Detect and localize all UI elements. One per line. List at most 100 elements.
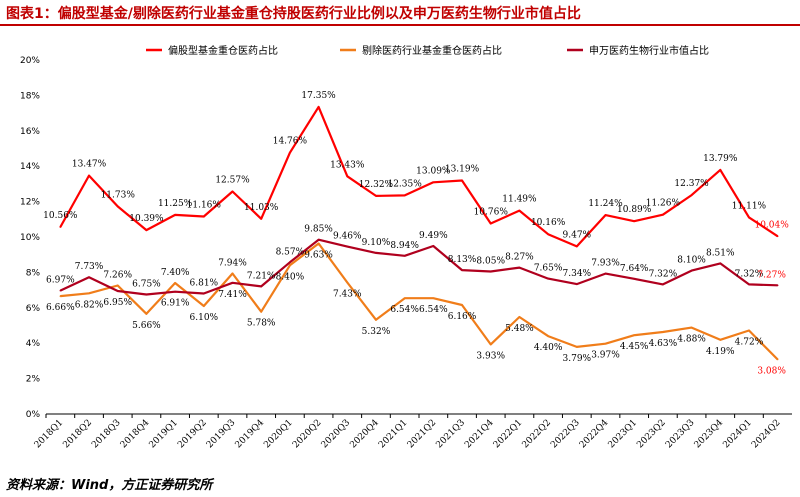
x-tick-label-group: 2019Q4	[234, 418, 267, 451]
data-point	[690, 326, 693, 329]
data-label: 8.27%	[505, 253, 534, 263]
data-label: 4.88%	[677, 335, 706, 345]
data-label: 7.93%	[591, 259, 620, 269]
x-tick-label-group: 2023Q3	[664, 418, 697, 451]
y-tick-label: 10%	[20, 233, 40, 243]
data-label: 8.10%	[677, 256, 706, 266]
data-point	[662, 283, 664, 286]
data-label: 5.48%	[505, 324, 534, 334]
y-tick-label: 8%	[26, 268, 41, 278]
data-point	[403, 194, 406, 197]
data-point	[633, 334, 635, 337]
data-label: 6.54%	[390, 305, 419, 315]
data-point	[116, 205, 119, 208]
data-point	[719, 339, 722, 341]
x-tick-label-group: 2021Q4	[463, 418, 496, 451]
data-label: 6.81%	[190, 278, 219, 288]
x-tick-label-group: 2020Q4	[348, 418, 381, 451]
data-label: 9.10%	[362, 238, 391, 248]
data-point	[145, 313, 148, 315]
data-point	[719, 169, 722, 171]
data-point	[518, 316, 521, 318]
data-label: 3.08%	[757, 366, 786, 376]
data-label: 6.75%	[132, 280, 161, 290]
data-label: 8.40%	[276, 272, 305, 282]
x-tick-label-group: 2019Q1	[148, 418, 181, 451]
data-point	[260, 310, 262, 313]
data-point	[231, 282, 234, 284]
data-label: 7.64%	[620, 264, 649, 274]
data-point	[116, 290, 119, 292]
data-label: 8.57%	[276, 247, 305, 257]
x-tick-label: 2023Q4	[693, 418, 726, 451]
data-label: 6.97%	[46, 276, 75, 286]
x-tick-label: 2024Q2	[750, 418, 783, 451]
data-label: 11.03%	[244, 203, 279, 213]
data-point	[432, 297, 435, 300]
legend: 偏股型基金重仓医药占比 剔除医药行业基金重仓医药占比 申万医药生物行业市值占比	[146, 44, 709, 57]
data-point	[489, 270, 492, 273]
data-point	[174, 290, 176, 293]
data-label: 5.78%	[247, 319, 276, 329]
x-tick-label-group: 2018Q3	[90, 418, 123, 451]
data-label: 11.16%	[187, 200, 222, 210]
x-tick-label-group: 2020Q2	[291, 418, 324, 451]
series-line-3	[59, 238, 778, 296]
data-point	[604, 272, 607, 275]
data-point	[59, 295, 62, 297]
data-point	[748, 283, 750, 286]
data-label: 4.45%	[620, 342, 649, 352]
data-label: 13.09%	[416, 166, 451, 176]
data-labels: 10.56% 13.47% 11.73% 10.39% 11.25%11.16% 12.5…	[43, 91, 789, 377]
data-point	[461, 179, 463, 182]
data-label: 10.89%	[617, 205, 652, 215]
data-point	[145, 229, 148, 231]
data-label: 12.37%	[674, 179, 709, 189]
x-tick-label-group: 2018Q1	[33, 418, 66, 451]
data-point	[317, 106, 320, 108]
data-point	[748, 216, 750, 219]
y-tick-label: 6%	[26, 304, 41, 314]
x-tick-label-group: 2021Q1	[377, 418, 410, 451]
data-label: 3.93%	[476, 351, 505, 361]
x-tick-label: 2021Q1	[377, 418, 410, 451]
data-label: 11.26%	[646, 199, 681, 209]
title-divider	[0, 24, 800, 26]
series-line-1	[59, 105, 779, 248]
data-point	[518, 266, 521, 269]
x-tick-label-group: 2023Q1	[607, 418, 640, 451]
data-point	[88, 276, 90, 278]
legend-label: 偏股型基金重仓医药占比	[168, 44, 278, 57]
data-point	[174, 214, 176, 216]
x-tick-label: 2020Q2	[291, 418, 324, 451]
data-label: 10.16%	[531, 218, 566, 228]
data-label: 4.72%	[735, 337, 764, 347]
data-label: 7.94%	[218, 258, 247, 268]
data-label: 13.43%	[330, 160, 365, 170]
data-label: 7.41%	[218, 290, 247, 300]
data-point	[203, 292, 205, 295]
data-label: 13.47%	[72, 160, 107, 170]
data-point	[203, 305, 205, 307]
data-label: 7.21%	[247, 271, 276, 281]
x-tick-label: 2021Q3	[434, 418, 467, 451]
data-label: 5.66%	[132, 321, 161, 331]
legend-label: 剔除医药行业基金重仓医药占比	[362, 44, 502, 57]
x-tick-label: 2021Q4	[463, 418, 496, 451]
data-label: 4.63%	[649, 339, 678, 349]
data-label: 7.43%	[333, 289, 362, 299]
data-label: 10.04%	[754, 220, 789, 230]
x-tick-label: 2019Q4	[234, 418, 267, 451]
source-note: 资料来源：Wind，方正证券研究所	[6, 478, 213, 493]
x-tick-label: 2020Q1	[262, 418, 295, 451]
data-label: 8.94%	[390, 241, 419, 251]
x-tick-label-group: 2019Q3	[205, 418, 238, 451]
data-point	[375, 195, 377, 197]
data-label: 14.76%	[273, 137, 308, 147]
x-tick-label: 2022Q3	[549, 418, 582, 451]
data-point	[231, 272, 234, 275]
data-point	[547, 233, 549, 235]
x-tick-label-group: 2018Q4	[119, 418, 152, 451]
data-label: 9.85%	[304, 225, 333, 235]
data-label: 13.19%	[445, 165, 480, 175]
